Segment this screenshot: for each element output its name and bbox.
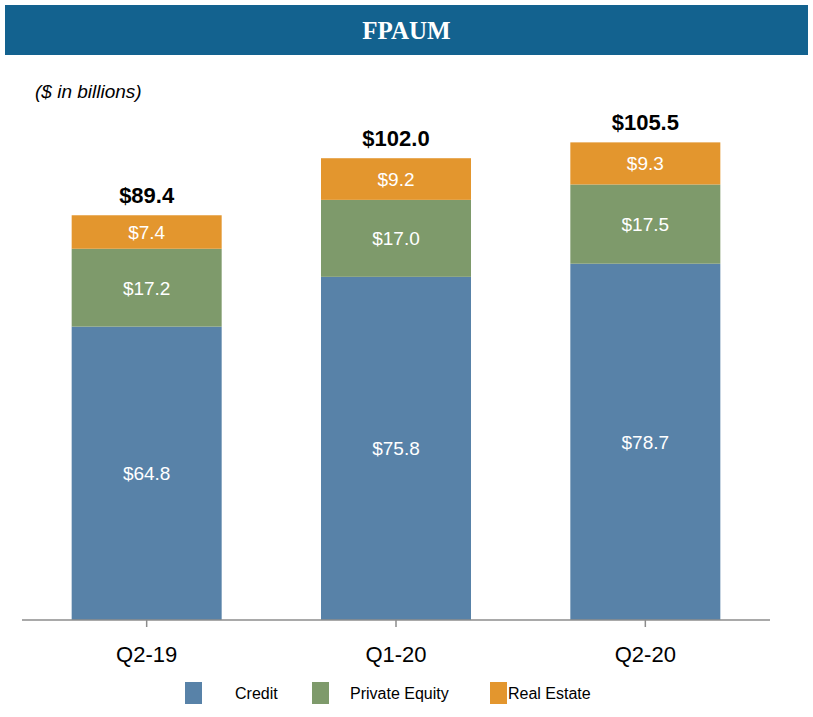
bar-segment (570, 142, 720, 184)
bar-segment (72, 249, 222, 327)
legend-swatch (185, 682, 202, 704)
chart: FPAUM($ in billions)$64.8$17.2$7.4$89.4$… (0, 0, 813, 717)
data-label: $17.2 (123, 278, 171, 299)
x-tick (146, 620, 148, 627)
data-label: $9.2 (378, 169, 415, 190)
data-label: $9.3 (627, 153, 664, 174)
x-tick-label: Q2-19 (116, 642, 177, 667)
labels: $64.8 $17.2 $7.4 $89.4 $75.8 $17.0 $9.2 $102.0 $… (119, 110, 679, 484)
legend-label: Private Equity (350, 685, 449, 702)
legend-swatch (312, 682, 329, 704)
total-label: $102.0 (362, 126, 429, 151)
data-label: $17.5 (622, 214, 670, 235)
x-tick-label: Q1-20 (365, 642, 426, 667)
bar-segment (72, 327, 222, 620)
bar-segment (321, 277, 471, 620)
x-tick-label: Q2-20 (615, 642, 676, 667)
x-tick (645, 620, 647, 627)
bar-segment (72, 215, 222, 249)
bars (72, 142, 721, 620)
x-tick (395, 620, 397, 627)
title: FPAUM (362, 17, 450, 44)
bar-segment (570, 184, 720, 263)
bar-segment (321, 158, 471, 200)
data-label: $64.8 (123, 463, 171, 484)
title-banner (5, 5, 808, 55)
legend-label: Real Estate (508, 685, 591, 702)
total-label: $89.4 (119, 183, 175, 208)
data-label: $75.8 (372, 438, 420, 459)
subtitle: ($ in billions) (35, 81, 142, 102)
data-label: $17.0 (372, 228, 420, 249)
total-label: $105.5 (612, 110, 679, 135)
bar-segment (570, 264, 720, 620)
legend-swatch (490, 682, 507, 704)
legend: Credit Private Equity Real Estate (185, 682, 591, 704)
data-label: $78.7 (622, 432, 670, 453)
legend-label: Credit (235, 685, 278, 702)
data-label: $7.4 (128, 222, 165, 243)
bar-segment (321, 200, 471, 277)
